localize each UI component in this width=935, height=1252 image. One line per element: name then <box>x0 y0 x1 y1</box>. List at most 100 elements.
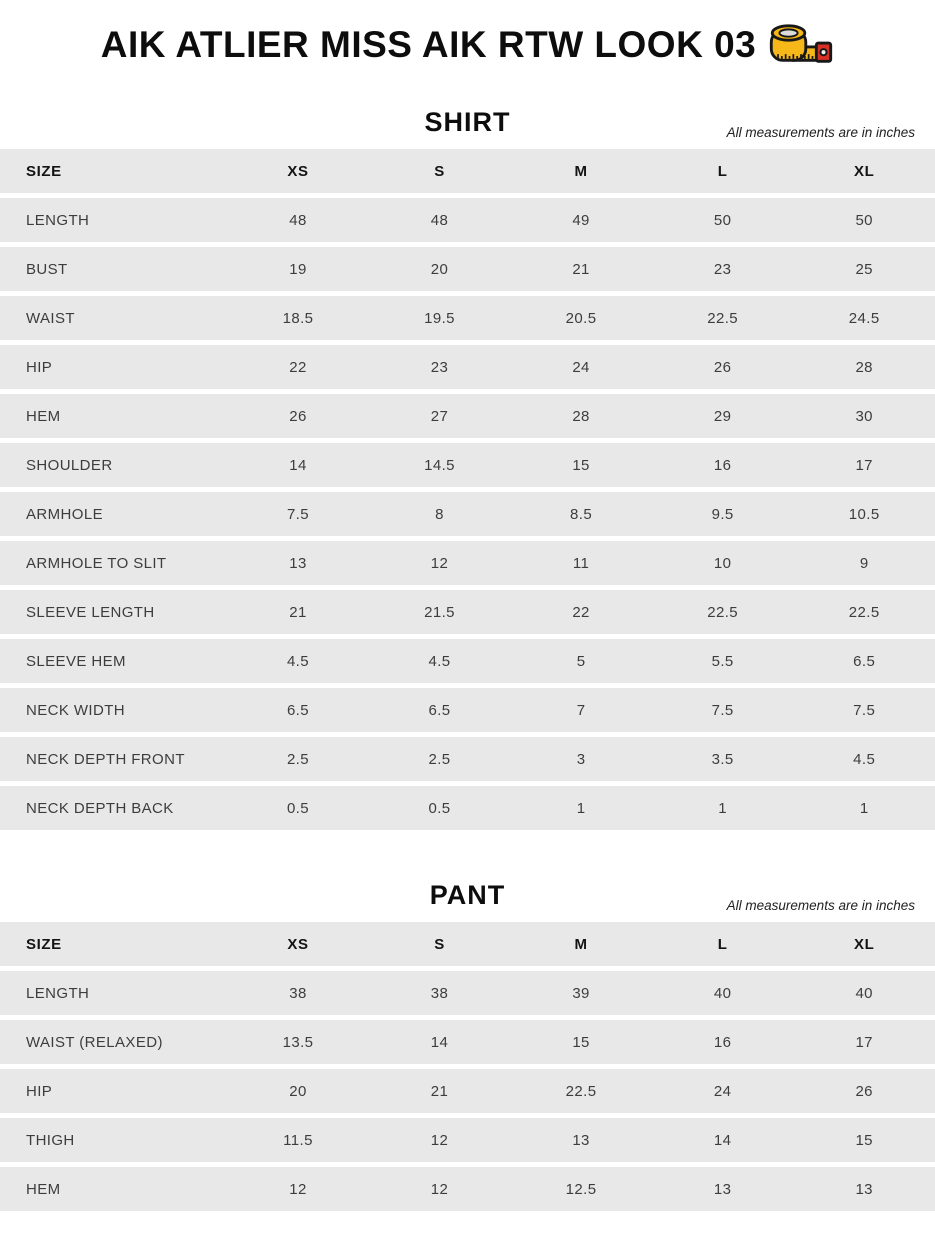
measurement-cell: 8.5 <box>510 492 652 536</box>
measurement-cell: 11.5 <box>227 1118 369 1162</box>
table-row: NECK DEPTH FRONT 2.5 2.5 3 3.5 4.5 <box>0 737 935 781</box>
column-header: S <box>368 149 511 193</box>
column-header: SIZE <box>0 149 228 193</box>
row-label: NECK DEPTH BACK <box>0 786 228 830</box>
measurement-cell: 24 <box>651 1069 794 1113</box>
shirt-section: SHIRT All measurements are in inches SIZ… <box>0 100 935 835</box>
page-title: AIK ATLIER MISS AIK RTW LOOK 03 <box>0 22 935 68</box>
measurement-cell: 0.5 <box>227 786 369 830</box>
column-header: SIZE <box>0 922 228 966</box>
measurement-cell: 12.5 <box>510 1167 652 1211</box>
measurement-cell: 12 <box>368 1167 511 1211</box>
measurement-cell: 48 <box>227 198 369 242</box>
measurement-cell: 1 <box>651 786 794 830</box>
pant-header-row: SIZE XS S M L XL <box>0 922 935 966</box>
measurement-cell: 23 <box>651 247 794 291</box>
table-row: SHOULDER 14 14.5 15 16 17 <box>0 443 935 487</box>
measurement-cell: 19 <box>227 247 369 291</box>
measurement-cell: 15 <box>510 1020 652 1064</box>
measurement-cell: 10 <box>651 541 794 585</box>
table-row: ARMHOLE TO SLIT 13 12 11 10 9 <box>0 541 935 585</box>
measurement-cell: 14.5 <box>368 443 511 487</box>
table-row: BUST 19 20 21 23 25 <box>0 247 935 291</box>
measurement-cell: 5 <box>510 639 652 683</box>
measurement-cell: 26 <box>651 345 794 389</box>
measurement-cell: 17 <box>793 443 935 487</box>
measurement-cell: 19.5 <box>368 296 511 340</box>
table-row: HIP 20 21 22.5 24 26 <box>0 1069 935 1113</box>
row-label: HIP <box>0 345 228 389</box>
measurement-cell: 22 <box>510 590 652 634</box>
pant-measurement-note: All measurements are in inches <box>726 898 915 913</box>
measurement-cell: 12 <box>227 1167 369 1211</box>
measurement-cell: 22.5 <box>651 590 794 634</box>
measurement-cell: 26 <box>793 1069 935 1113</box>
measurement-cell: 7.5 <box>793 688 935 732</box>
measurement-cell: 2.5 <box>368 737 511 781</box>
measurement-cell: 21.5 <box>368 590 511 634</box>
row-label: WAIST <box>0 296 228 340</box>
measurement-cell: 13 <box>793 1167 935 1211</box>
measurement-cell: 3 <box>510 737 652 781</box>
measurement-cell: 27 <box>368 394 511 438</box>
measurement-cell: 10.5 <box>793 492 935 536</box>
measurement-cell: 13 <box>510 1118 652 1162</box>
measurement-cell: 24.5 <box>793 296 935 340</box>
measurement-cell: 30 <box>793 394 935 438</box>
shirt-size-table: SIZE XS S M L XL LENGTH 48 48 49 50 50 BUST 19 20 21 23… <box>0 144 935 835</box>
row-label: HEM <box>0 394 228 438</box>
table-row: ARMHOLE 7.5 8 8.5 9.5 10.5 <box>0 492 935 536</box>
measurement-cell: 7 <box>510 688 652 732</box>
measurement-cell: 38 <box>227 971 369 1015</box>
column-header: S <box>368 922 511 966</box>
measurement-cell: 15 <box>793 1118 935 1162</box>
pant-size-table: SIZE XS S M L XL LENGTH 38 38 39 40 40 WAIST (RELAX… <box>0 917 935 1216</box>
table-row: LENGTH 48 48 49 50 50 <box>0 198 935 242</box>
measurement-cell: 1 <box>793 786 935 830</box>
measurement-cell: 12 <box>368 541 511 585</box>
measurement-cell: 21 <box>510 247 652 291</box>
page-title-text: AIK ATLIER MISS AIK RTW LOOK 03 <box>100 24 757 65</box>
shirt-section-header: SHIRT All measurements are in inches <box>0 100 935 144</box>
measurement-cell: 13 <box>227 541 369 585</box>
measurement-cell: 6.5 <box>368 688 511 732</box>
shirt-section-title: SHIRT <box>424 107 511 137</box>
measurement-cell: 14 <box>368 1020 511 1064</box>
pant-section: PANT All measurements are in inches SIZE… <box>0 873 935 1216</box>
measurement-cell: 29 <box>651 394 794 438</box>
column-header: XL <box>793 149 935 193</box>
measurement-cell: 4.5 <box>793 737 935 781</box>
table-row: THIGH 11.5 12 13 14 15 <box>0 1118 935 1162</box>
column-header: L <box>651 922 794 966</box>
measurement-cell: 13.5 <box>227 1020 369 1064</box>
row-label: NECK WIDTH <box>0 688 228 732</box>
measurement-cell: 25 <box>793 247 935 291</box>
measurement-cell: 17 <box>793 1020 935 1064</box>
table-row: HEM 12 12 12.5 13 13 <box>0 1167 935 1211</box>
measurement-cell: 3.5 <box>651 737 794 781</box>
measurement-cell: 13 <box>651 1167 794 1211</box>
measurement-cell: 20 <box>227 1069 369 1113</box>
tape-measure-icon <box>768 22 834 68</box>
table-row: SLEEVE HEM 4.5 4.5 5 5.5 6.5 <box>0 639 935 683</box>
measurement-cell: 24 <box>510 345 652 389</box>
measurement-cell: 22.5 <box>793 590 935 634</box>
column-header: XL <box>793 922 935 966</box>
row-label: LENGTH <box>0 971 228 1015</box>
shirt-measurement-note: All measurements are in inches <box>726 125 915 140</box>
size-chart-page: AIK ATLIER MISS AIK RTW LOOK 03 SHIRT Al… <box>0 22 935 1216</box>
row-label: NECK DEPTH FRONT <box>0 737 228 781</box>
measurement-cell: 1 <box>510 786 652 830</box>
row-label: BUST <box>0 247 228 291</box>
measurement-cell: 50 <box>651 198 794 242</box>
measurement-cell: 28 <box>793 345 935 389</box>
measurement-cell: 11 <box>510 541 652 585</box>
table-row: NECK DEPTH BACK 0.5 0.5 1 1 1 <box>0 786 935 830</box>
row-label: WAIST (RELAXED) <box>0 1020 228 1064</box>
measurement-cell: 40 <box>793 971 935 1015</box>
row-label: ARMHOLE <box>0 492 228 536</box>
table-row: HEM 26 27 28 29 30 <box>0 394 935 438</box>
pant-section-header: PANT All measurements are in inches <box>0 873 935 917</box>
measurement-cell: 21 <box>368 1069 511 1113</box>
row-label: SLEEVE LENGTH <box>0 590 228 634</box>
